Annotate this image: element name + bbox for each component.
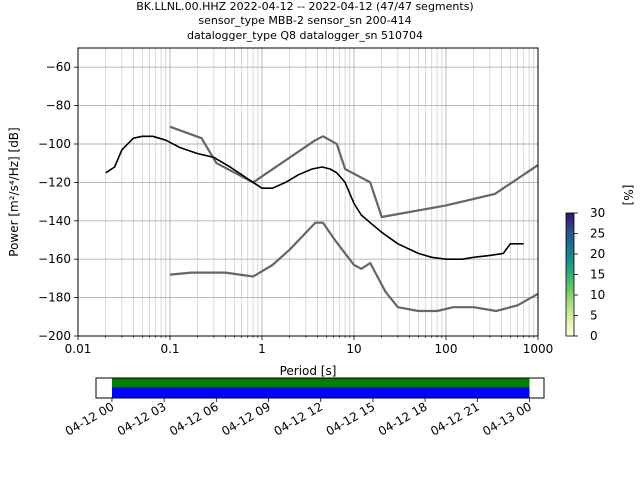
colorbar-tick-label: 5 <box>590 309 598 323</box>
x-tick-label: 10 <box>346 342 361 356</box>
y-axis-label: Power [m²/s⁴/Hz] [dB] <box>7 127 21 256</box>
colorbar-tick-label: 0 <box>590 329 598 343</box>
chart-title-line1: BK.LLNL.00.HHZ 2022-04-12 -- 2022-04-12 … <box>136 0 473 13</box>
psd-lines <box>105 125 539 313</box>
chart-title-line2: sensor_type MBB-2 sensor_sn 200-414 <box>198 14 411 27</box>
low-noise-model-line <box>169 221 539 313</box>
timeline-tick-label: 04-12 03 <box>115 399 169 438</box>
timeline-bar-used <box>111 387 530 398</box>
psd-plot-frame <box>77 47 539 337</box>
psd-axes: 0.01 0.1 1 10 100 1000 −60 −80 −100 −120 −140 −160 −… <box>38 60 553 356</box>
timeline-tick-label: 04-12 09 <box>219 399 273 438</box>
colorbar-tick-label: 20 <box>590 247 605 261</box>
x-tick-label: 1 <box>258 342 266 356</box>
y-tick-label: −120 <box>38 175 71 189</box>
timeline-tick-label: 04-12 00 <box>63 399 117 438</box>
x-tick-label: 0.01 <box>65 342 92 356</box>
x-tick-label: 1000 <box>523 342 554 356</box>
colorbar-tick-label: 30 <box>590 206 605 220</box>
y-tick-label: −100 <box>38 137 71 151</box>
y-tick-label: −160 <box>38 252 71 266</box>
colorbar-tick-label: 25 <box>590 227 605 241</box>
y-tick-label: −80 <box>46 99 71 113</box>
x-tick-label: 0.1 <box>160 342 179 356</box>
timeline-frame <box>95 377 545 399</box>
x-tick-label: 100 <box>435 342 458 356</box>
mode-line <box>105 135 524 260</box>
timeline-tick-label: 04-13 00 <box>480 399 534 438</box>
timeline-tick-label: 04-12 12 <box>272 399 326 438</box>
colorbar-label: [%] <box>621 185 635 206</box>
y-tick-label: −140 <box>38 214 71 228</box>
timeline-tick-label: 04-12 21 <box>428 399 482 438</box>
y-tick-label: −200 <box>38 329 71 343</box>
chart-title-line3: datalogger_type Q8 datalogger_sn 510704 <box>187 29 423 42</box>
colorbar-tick-label: 15 <box>590 268 605 282</box>
colorbar-tick-label: 10 <box>590 288 605 302</box>
timeline-tick-label: 04-12 15 <box>324 399 378 438</box>
y-tick-label: −180 <box>38 291 71 305</box>
timeline-tick-label: 04-12 06 <box>167 399 221 438</box>
timeline-tick-label: 04-12 18 <box>376 399 430 438</box>
x-axis-label: Period [s] <box>280 364 337 378</box>
colorbar <box>565 212 575 337</box>
timeline-panel <box>111 378 530 398</box>
high-noise-model-line <box>169 125 539 219</box>
timeline-bar-available <box>111 378 530 388</box>
psd-grid <box>77 48 538 337</box>
colorbar-ticks: 0 5 10 15 20 25 30 <box>574 206 605 343</box>
y-tick-label: −60 <box>46 60 71 74</box>
